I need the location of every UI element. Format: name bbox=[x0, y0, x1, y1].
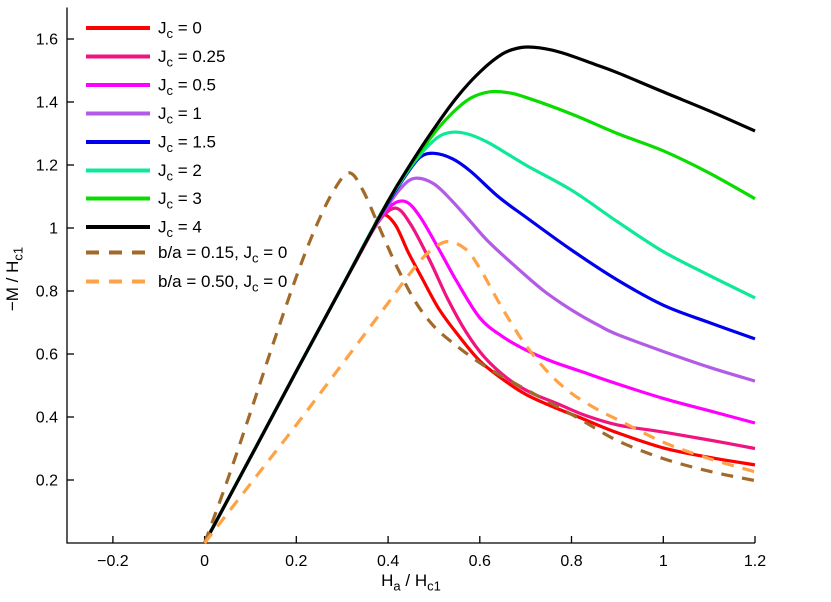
legend-label-jc-15: Jc = 1.5 bbox=[158, 133, 216, 155]
x-tick-label: 1.2 bbox=[744, 553, 766, 570]
legend-entry-ba-050: b/a = 0.50, Jc = 0 bbox=[86, 272, 287, 294]
x-tick-label: 0.2 bbox=[285, 553, 307, 570]
x-tick-label: 0.4 bbox=[377, 553, 399, 570]
legend-entry-jc-0: Jc = 0 bbox=[86, 19, 202, 41]
legend-entry-jc-05: Jc = 0.5 bbox=[86, 76, 216, 98]
y-tick-label: 1.2 bbox=[36, 158, 58, 175]
axis-lines bbox=[66, 7, 755, 544]
legend-label-jc-4: Jc = 4 bbox=[158, 218, 202, 240]
legend-entry-ba-015: b/a = 0.15, Jc = 0 bbox=[86, 243, 287, 265]
legend-label-jc-3: Jc = 3 bbox=[158, 189, 202, 211]
legend-label-jc-025: Jc = 0.25 bbox=[158, 47, 225, 69]
x-tick-label: 0.8 bbox=[560, 553, 582, 570]
legend-label-jc-1: Jc = 1 bbox=[158, 104, 202, 126]
y-tick-label: 1 bbox=[49, 221, 58, 238]
y-tick-label: 0.6 bbox=[36, 347, 58, 364]
legend-entry-jc-025: Jc = 0.25 bbox=[86, 47, 225, 69]
y-tick-label: 0.4 bbox=[36, 410, 58, 427]
axes bbox=[66, 7, 756, 544]
legend-label-ba-050: b/a = 0.50, Jc = 0 bbox=[158, 272, 287, 294]
legend-entry-jc-3: Jc = 3 bbox=[86, 189, 202, 211]
y-tick-label: 1.6 bbox=[36, 32, 58, 49]
legend-entry-jc-2: Jc = 2 bbox=[86, 161, 202, 183]
x-tick-label: 0.6 bbox=[469, 553, 491, 570]
legend-entry-jc-4: Jc = 4 bbox=[86, 218, 202, 240]
x-axis-label: Ha / Hc1 bbox=[381, 571, 441, 593]
series-jc-4 bbox=[203, 45, 756, 544]
legend-entry-jc-15: Jc = 1.5 bbox=[86, 133, 216, 155]
legend: Jc = 0 Jc = 0.25 Jc = 0.5 Jc = 1 Jc = 1.5 Jc … bbox=[86, 19, 287, 294]
legend-label-ba-015: b/a = 0.15, Jc = 0 bbox=[158, 243, 287, 265]
y-tick-label: 1.4 bbox=[36, 95, 58, 112]
plot-series bbox=[203, 45, 756, 544]
y-tick-label: 0.2 bbox=[36, 473, 58, 490]
series-ba-050 bbox=[203, 239, 756, 544]
y-axis-label: −M / Hc1 bbox=[3, 247, 25, 311]
legend-label-jc-05: Jc = 0.5 bbox=[158, 76, 216, 98]
x-tick-label: 1 bbox=[659, 553, 668, 570]
x-tick-label: 0 bbox=[200, 553, 209, 570]
x-tick-label: −0.2 bbox=[97, 553, 129, 570]
y-tick-label: 0.8 bbox=[36, 284, 58, 301]
legend-entry-jc-1: Jc = 1 bbox=[86, 104, 202, 126]
legend-label-jc-0: Jc = 0 bbox=[158, 19, 202, 41]
tick-labels: −0.2 0 0.2 0.4 0.6 0.8 1 1.2 0.2 0.4 0.6 0.8 1 1.2 1.4… bbox=[36, 32, 766, 571]
legend-label-jc-2: Jc = 2 bbox=[158, 161, 202, 183]
series-ba-015 bbox=[203, 171, 756, 544]
